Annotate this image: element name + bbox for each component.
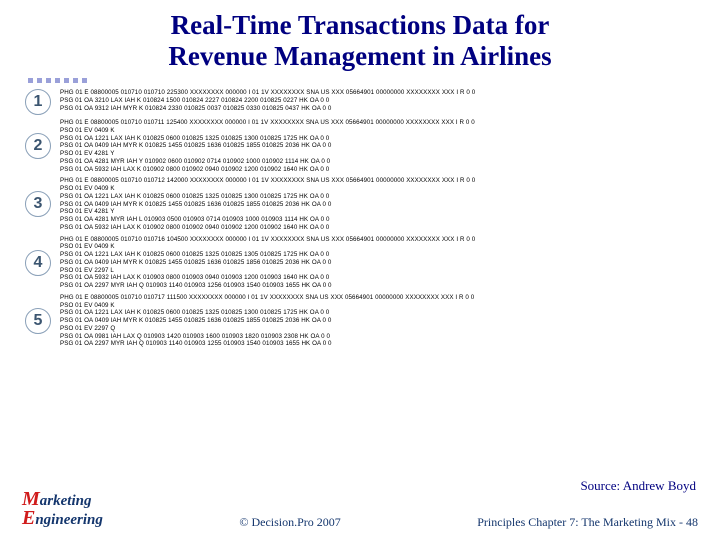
data-line: PSG 01 OA 1221 LAX IAH K 010825 0600 010… bbox=[60, 135, 475, 143]
data-line: PSG 01 OA 0409 IAH MYR K 010825 1455 010… bbox=[60, 142, 475, 150]
block-number: 1 bbox=[25, 89, 51, 115]
block-number: 2 bbox=[25, 133, 51, 159]
block-lines: PHG 01 E 08800005 010710 010716 104500 X… bbox=[60, 236, 475, 290]
divider-dots bbox=[28, 78, 698, 83]
title-line1: Real-Time Transactions Data for bbox=[171, 10, 550, 40]
data-line: PHG 01 E 08800005 010710 010710 225300 X… bbox=[60, 89, 475, 97]
data-line: PHG 01 E 08800005 010710 010711 125400 X… bbox=[60, 119, 475, 127]
block-badge: 4 bbox=[22, 236, 54, 290]
data-line: PSG 01 OA 5932 IAH LAX K 010903 0800 010… bbox=[60, 274, 475, 282]
data-line: PSG 01 OA 5932 IAH LAX K 010902 0800 010… bbox=[60, 224, 475, 232]
data-line: PSG 01 OA 0409 IAH MYR K 010825 1455 010… bbox=[60, 201, 475, 209]
data-line: PSG 01 OA 0981 IAH LAX Q 010903 1420 010… bbox=[60, 333, 474, 341]
transaction-block: 3 PHG 01 E 08800005 010710 010712 142000 … bbox=[22, 177, 698, 231]
slide-title: Real-Time Transactions Data for Revenue … bbox=[22, 10, 698, 72]
data-line: PSO 01 EV 0409 K bbox=[60, 302, 474, 310]
block-badge: 5 bbox=[22, 294, 54, 348]
data-line: PSO 01 EV 4281 Y bbox=[60, 208, 475, 216]
pager: Principles Chapter 7: The Marketing Mix … bbox=[477, 515, 698, 530]
blocks-container: 1 PHG 01 E 08800005 010710 010710 225300 … bbox=[22, 89, 698, 348]
copyright: © Decision.Pro 2007 bbox=[239, 515, 340, 530]
transaction-block: 2 PHG 01 E 08800005 010710 010711 125400 … bbox=[22, 119, 698, 173]
block-lines: PHG 01 E 08800005 010710 010712 142000 X… bbox=[60, 177, 475, 231]
data-line: PSG 01 OA 0409 IAH MYR K 010825 1455 010… bbox=[60, 317, 474, 325]
logo-text: Marketing Engineering bbox=[22, 488, 103, 530]
data-line: PSG 01 OA 2297 MYR IAH Q 010903 1140 010… bbox=[60, 340, 474, 348]
data-line: PSO 01 EV 2297 Q bbox=[60, 325, 474, 333]
data-line: PSG 01 OA 9312 IAH MYR K 010824 2330 010… bbox=[60, 105, 475, 113]
data-line: PSO 01 EV 2297 L bbox=[60, 267, 475, 275]
data-line: PSG 01 OA 3210 LAX IAH K 010824 1500 010… bbox=[60, 97, 475, 105]
slide: Real-Time Transactions Data for Revenue … bbox=[0, 0, 720, 540]
data-line: PHG 01 E 08800005 010710 010716 104500 X… bbox=[60, 236, 475, 244]
data-line: PHG 01 E 08800005 010710 010717 111500 X… bbox=[60, 294, 474, 302]
data-line: PSG 01 OA 4281 MYR IAH L 010903 0500 010… bbox=[60, 216, 475, 224]
logo: Marketing Engineering bbox=[22, 488, 103, 530]
data-line: PSG 01 OA 0409 IAH MYR K 010825 1455 010… bbox=[60, 259, 475, 267]
data-line: PSO 01 EV 4281 Y bbox=[60, 150, 475, 158]
data-line: PSG 01 OA 2297 MYR IAH Q 010903 1140 010… bbox=[60, 282, 475, 290]
transaction-block: 5 PHG 01 E 08800005 010710 010717 111500 … bbox=[22, 294, 698, 348]
data-line: PHG 01 E 08800005 010710 010712 142000 X… bbox=[60, 177, 475, 185]
block-lines: PHG 01 E 08800005 010710 010710 225300 X… bbox=[60, 89, 475, 115]
block-number: 5 bbox=[25, 308, 51, 334]
data-line: PSG 01 OA 1221 LAX IAH K 010825 0600 010… bbox=[60, 251, 475, 259]
footer: Marketing Engineering © Decision.Pro 200… bbox=[0, 488, 720, 530]
data-line: PSG 01 OA 1221 LAX IAH K 010825 0600 010… bbox=[60, 193, 475, 201]
data-line: PSG 01 OA 1221 LAX IAH K 010825 0600 010… bbox=[60, 309, 474, 317]
block-lines: PHG 01 E 08800005 010710 010711 125400 X… bbox=[60, 119, 475, 173]
block-number: 4 bbox=[25, 250, 51, 276]
data-line: PSG 01 OA 5932 IAH LAX K 010902 0800 010… bbox=[60, 166, 475, 174]
transaction-block: 1 PHG 01 E 08800005 010710 010710 225300 … bbox=[22, 89, 698, 115]
block-badge: 2 bbox=[22, 119, 54, 173]
block-badge: 3 bbox=[22, 177, 54, 231]
transaction-block: 4 PHG 01 E 08800005 010710 010716 104500 … bbox=[22, 236, 698, 290]
data-line: PSG 01 OA 4281 MYR IAH Y 010902 0600 010… bbox=[60, 158, 475, 166]
title-line2: Revenue Management in Airlines bbox=[168, 41, 551, 71]
block-lines: PHG 01 E 08800005 010710 010717 111500 X… bbox=[60, 294, 474, 348]
block-badge: 1 bbox=[22, 89, 54, 115]
data-line: PSO 01 EV 0409 K bbox=[60, 243, 475, 251]
data-line: PSO 01 EV 0409 K bbox=[60, 127, 475, 135]
block-number: 3 bbox=[25, 191, 51, 217]
data-line: PSO 01 EV 0409 K bbox=[60, 185, 475, 193]
